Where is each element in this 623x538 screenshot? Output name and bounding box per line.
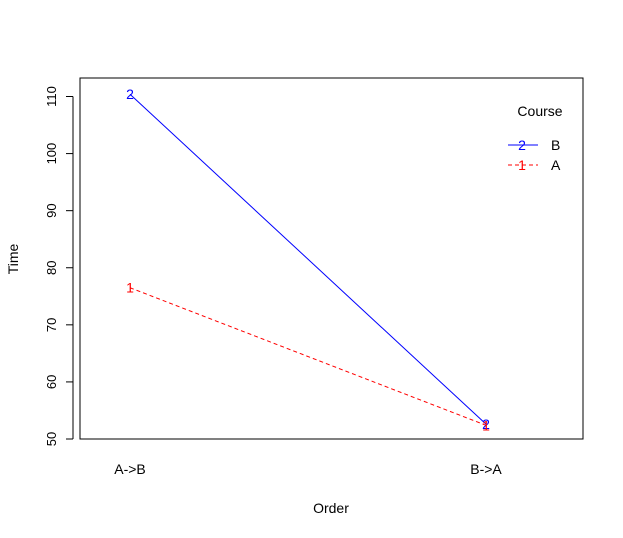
y-tick-label: 100 [44, 143, 59, 165]
legend: Course 2 B 1 A [508, 103, 563, 173]
series-line-B [129, 93, 487, 425]
data-point-A: 1 [482, 417, 490, 433]
y-tick-label: 80 [44, 261, 59, 275]
y-tick-label: 50 [44, 432, 59, 446]
y-axis-label: Time [5, 243, 21, 274]
x-tick-label: B->A [470, 461, 502, 477]
y-axis: 50 60 70 80 90 100 110 [44, 86, 74, 446]
data-point-A: 1 [126, 280, 134, 296]
x-axis: A->B B->A [114, 461, 502, 477]
legend-label-B: B [551, 137, 560, 153]
legend-symbol-B: 2 [518, 137, 526, 153]
legend-title: Course [517, 103, 562, 119]
plot-frame [79, 77, 584, 440]
legend-symbol-A: 1 [518, 157, 526, 173]
y-tick-label: 110 [44, 86, 59, 107]
data-point-B: 2 [482, 416, 490, 432]
x-tick-label: A->B [114, 461, 146, 477]
x-axis-label: Order [313, 500, 349, 516]
y-tick-label: 60 [44, 375, 59, 389]
legend-label-A: A [551, 157, 561, 173]
y-tick-label: 70 [44, 318, 59, 332]
series-line-A [129, 287, 487, 426]
y-tick-label: 90 [44, 203, 59, 217]
data-point-B: 2 [126, 86, 134, 102]
